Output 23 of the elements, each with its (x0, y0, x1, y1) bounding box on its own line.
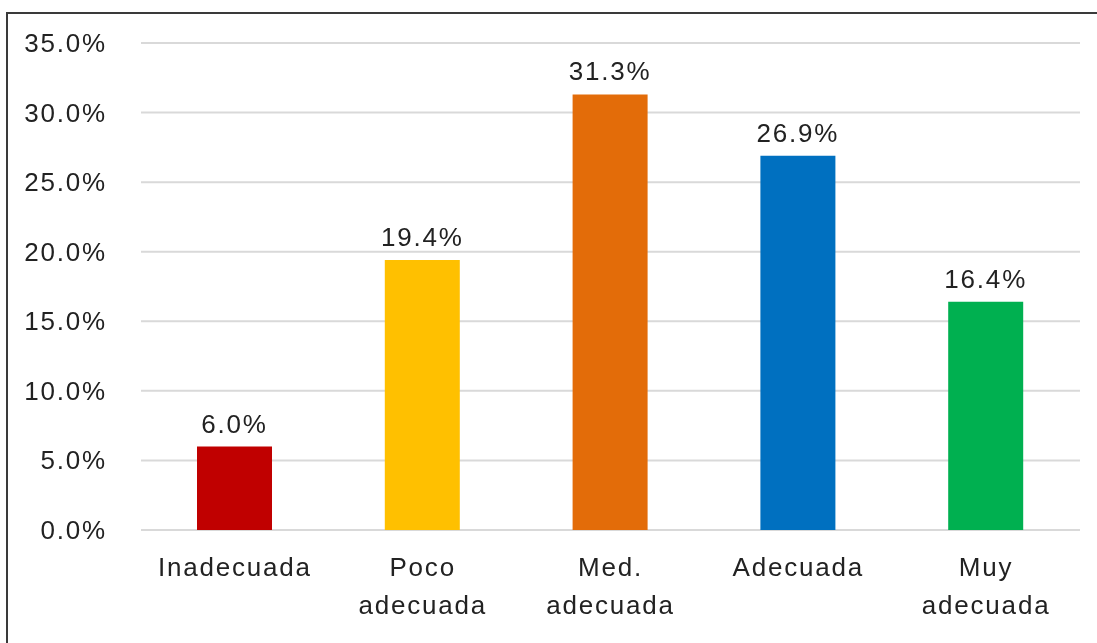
y-tick-label: 25.0% (24, 167, 107, 198)
x-tick-label: Poco adecuada (358, 552, 488, 620)
bar (197, 446, 272, 530)
y-tick-label: 10.0% (24, 375, 107, 406)
bar (384, 260, 460, 530)
bar (760, 155, 836, 530)
x-tick-label: Inadecuada (157, 552, 312, 582)
data-label: 26.9% (756, 117, 840, 148)
bar (948, 301, 1024, 530)
data-label: 16.4% (944, 263, 1028, 294)
x-tick-label: Med. adecuada (546, 552, 675, 620)
x-tick-label: Muy adecuada (921, 552, 1051, 620)
data-label: 6.0% (201, 408, 268, 439)
data-label: 19.4% (380, 222, 464, 253)
bar (572, 94, 648, 530)
x-tick-label: Adecuada (732, 552, 865, 582)
y-tick-label: 15.0% (24, 306, 107, 337)
y-tick-label: 5.0% (40, 445, 107, 476)
data-label: 31.3% (568, 56, 652, 87)
y-tick-label: 20.0% (24, 236, 107, 267)
y-tick-label: 35.0% (24, 28, 107, 58)
y-tick-label: 30.0% (24, 97, 107, 128)
y-tick-label: 0.0% (40, 515, 107, 545)
